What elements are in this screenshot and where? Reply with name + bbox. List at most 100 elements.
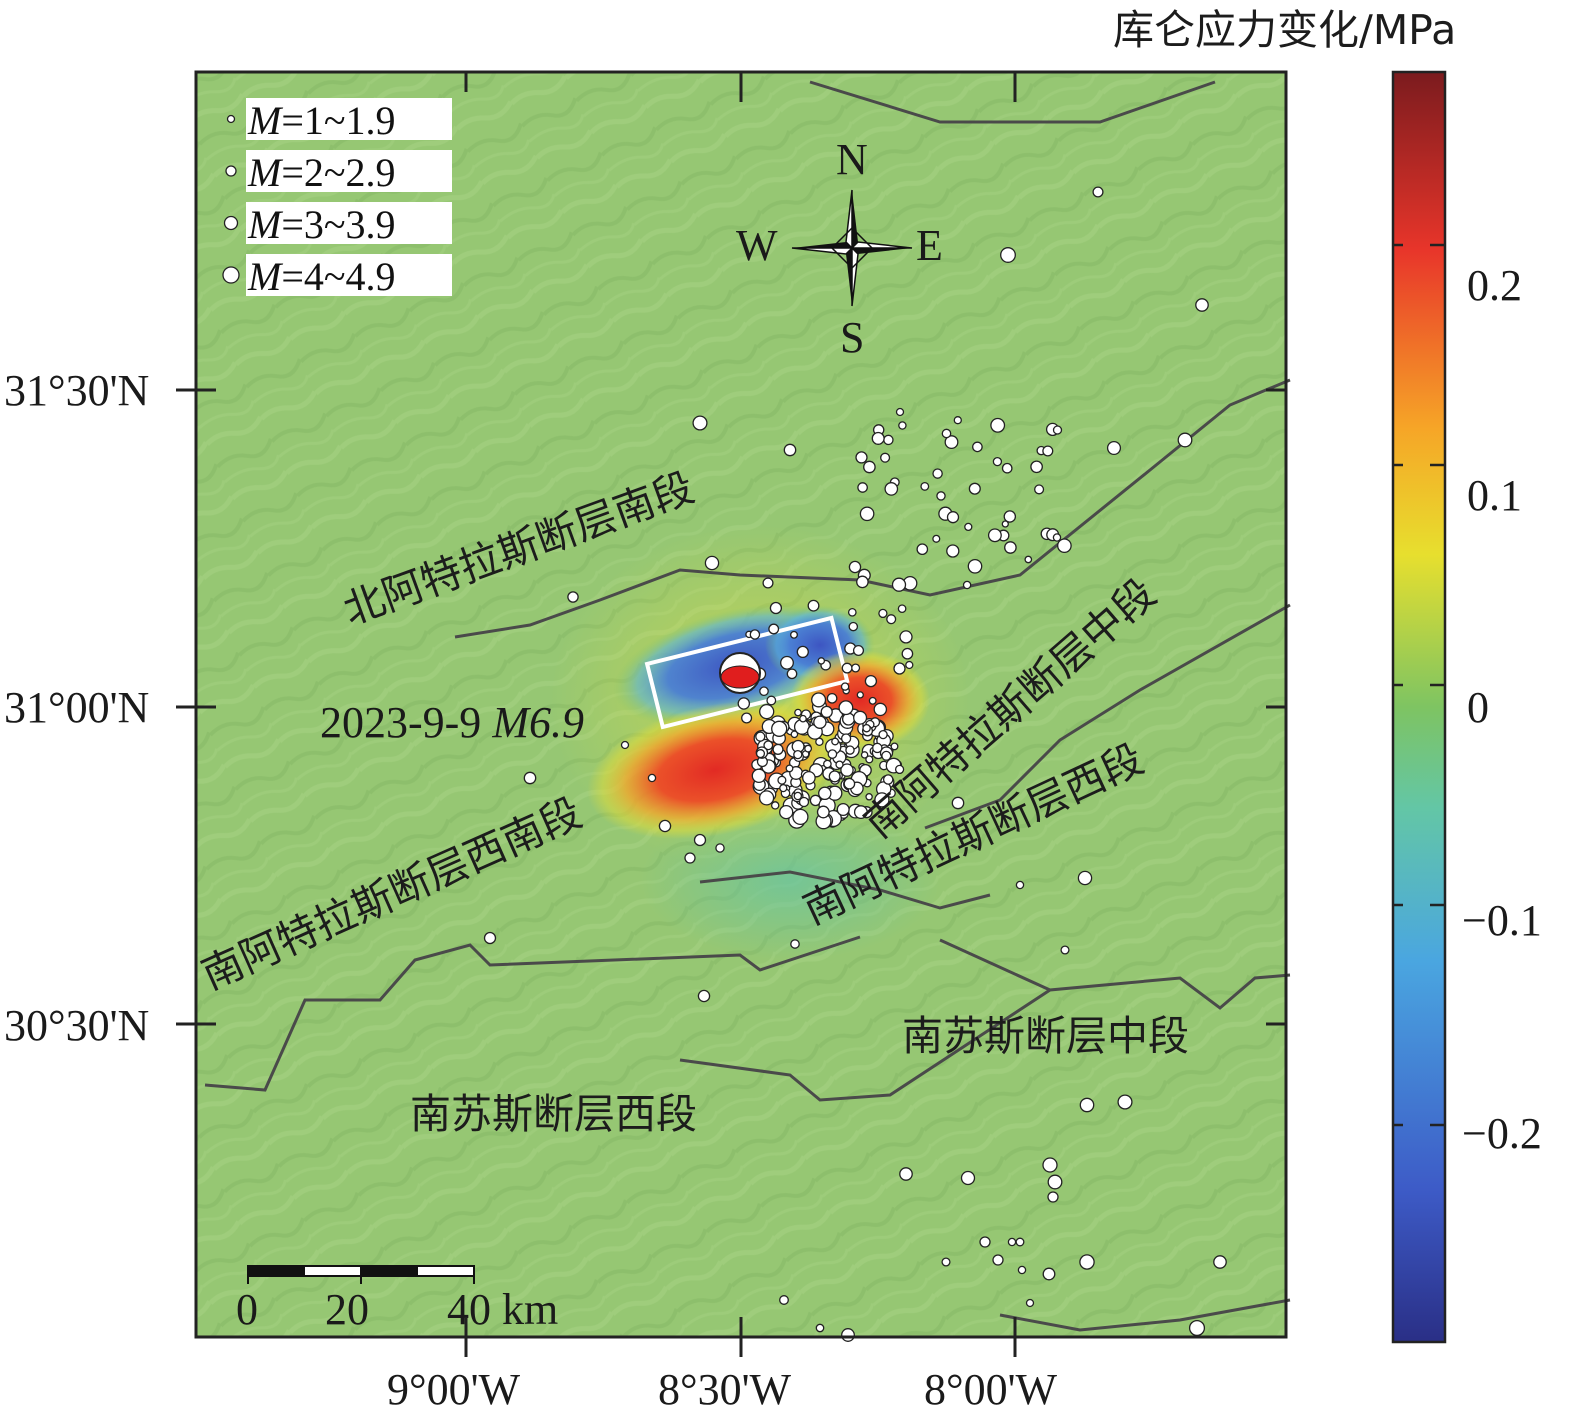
- svg-text:M=1~1.9: M=1~1.9: [247, 98, 396, 143]
- compass-s: S: [840, 313, 864, 362]
- aftershock-marker: [817, 657, 826, 665]
- aftershock-marker: [847, 607, 857, 617]
- stress-teal-halo: [640, 800, 940, 960]
- aftershock-marker: [899, 1167, 913, 1181]
- aftershock-marker: [751, 768, 767, 784]
- compass-n: N: [836, 135, 868, 184]
- scale-label-0: 0: [236, 1285, 258, 1334]
- lon-tick-label: 8°30'W: [658, 1365, 792, 1414]
- aftershock-marker: [820, 705, 833, 719]
- aftershock-marker: [715, 843, 725, 853]
- aftershock-marker: [768, 623, 780, 635]
- aftershock-marker: [816, 805, 830, 819]
- aftershock-marker: [802, 770, 816, 785]
- aftershock-marker: [1017, 1265, 1027, 1275]
- aftershock-marker: [758, 790, 775, 806]
- aftershock-marker: [946, 544, 960, 558]
- aftershock-marker: [828, 770, 841, 783]
- aftershock-marker: [704, 555, 720, 571]
- focal-mechanism-beachball: [719, 652, 761, 694]
- aftershock-marker: [968, 482, 981, 495]
- aftershock-marker: [964, 522, 973, 532]
- colorbar-tick-label: 0.2: [1467, 261, 1522, 310]
- aftershock-marker: [886, 614, 897, 625]
- aftershock-marker: [845, 745, 855, 755]
- aftershock-marker: [772, 743, 784, 755]
- colorbar: 库仑应力变化/MPa 0.2 0.1 0 −0.1 −0.2: [1113, 6, 1542, 1344]
- aftershock-marker: [865, 793, 873, 801]
- aftershock-marker: [1057, 538, 1072, 554]
- aftershock-marker: [941, 1257, 951, 1267]
- aftershock-marker: [953, 416, 962, 425]
- aftershock-marker: [811, 692, 827, 708]
- aftershock-marker: [960, 1170, 976, 1186]
- aftershock-marker: [990, 417, 1006, 433]
- aftershock-marker: [868, 696, 877, 705]
- aftershock-marker: [856, 575, 869, 589]
- aftershock-marker: [865, 755, 874, 764]
- aftershock-marker: [1047, 1174, 1063, 1190]
- colorbar-tick-label: −0.1: [1462, 896, 1542, 945]
- aftershock-marker: [620, 740, 630, 750]
- aftershock-marker: [771, 720, 788, 737]
- aftershock-marker: [780, 655, 794, 670]
- frame-ticks: [176, 72, 1286, 1357]
- aftershock-marker: [1079, 1097, 1095, 1113]
- colorbar-tick-label: 0.1: [1467, 471, 1522, 520]
- colorbar-tick-label: 0: [1467, 683, 1489, 732]
- aftershock-marker: [862, 723, 871, 733]
- svg-text:M=2~2.9: M=2~2.9: [247, 150, 396, 195]
- scale-label-20: 20: [325, 1285, 369, 1334]
- aftershock-marker: [941, 428, 952, 439]
- aftershock-marker: [841, 662, 853, 674]
- aftershock-marker: [1015, 880, 1025, 890]
- aftershock-marker: [762, 577, 774, 589]
- mainshock-magnitude: M6.9: [491, 698, 584, 747]
- colorbar-gradient: [1391, 70, 1447, 1344]
- svg-text:M=3~3.9: M=3~3.9: [247, 202, 396, 247]
- aftershock-marker: [1077, 870, 1093, 886]
- aftershock-marker: [1001, 520, 1009, 528]
- aftershock-marker: [871, 431, 885, 445]
- aftershock-marker: [792, 808, 809, 826]
- magnitude-legend: M=1~1.9 M=2~2.9 M=3~3.9 M=4~4.9: [222, 98, 452, 299]
- aftershock-marker: [840, 763, 854, 777]
- aftershock-marker: [864, 674, 878, 688]
- aftershock-marker: [790, 630, 798, 639]
- aftershock-marker: [878, 608, 888, 619]
- aftershock-marker: [1117, 1094, 1133, 1110]
- aftershock-marker: [1177, 432, 1193, 448]
- aftershock-marker: [841, 1328, 855, 1342]
- aftershock-marker: [759, 703, 775, 720]
- aftershock-marker: [848, 560, 862, 574]
- aftershock-marker: [790, 730, 799, 739]
- aftershock-marker: [944, 435, 959, 450]
- aftershock-marker: [901, 647, 914, 660]
- aftershock-marker: [899, 630, 913, 644]
- aftershock-marker: [932, 534, 941, 543]
- aftershock-marker: [1195, 298, 1209, 312]
- aftershock-marker: [916, 543, 929, 556]
- colorbar-tick-label: −0.2: [1462, 1109, 1542, 1158]
- legend-item: M=2~2.9: [225, 150, 452, 195]
- aftershock-marker: [692, 415, 708, 431]
- legend-item: M=4~4.9: [222, 254, 452, 299]
- aftershock-marker: [851, 663, 861, 673]
- aftershock-marker: [992, 456, 1003, 467]
- aftershock-marker: [840, 682, 850, 691]
- aftershock-marker: [759, 686, 769, 697]
- colorbar-title: 库仑应力变化/MPa: [1113, 6, 1456, 54]
- aftershock-marker: [779, 804, 794, 820]
- aftershock-marker: [1047, 1191, 1059, 1203]
- aftershock-marker: [1024, 555, 1033, 564]
- aftershock-marker: [813, 715, 827, 729]
- aftershock-layer: [483, 186, 1227, 1342]
- aftershock-marker: [794, 708, 802, 717]
- aftershock-marker: [831, 737, 840, 746]
- aftershock-marker: [853, 805, 868, 820]
- aftershock-marker: [793, 791, 803, 801]
- aftershock-marker: [1213, 1255, 1227, 1269]
- aftershock-marker: [972, 441, 983, 453]
- aftershock-marker: [874, 792, 890, 808]
- aftershock-marker: [890, 742, 899, 751]
